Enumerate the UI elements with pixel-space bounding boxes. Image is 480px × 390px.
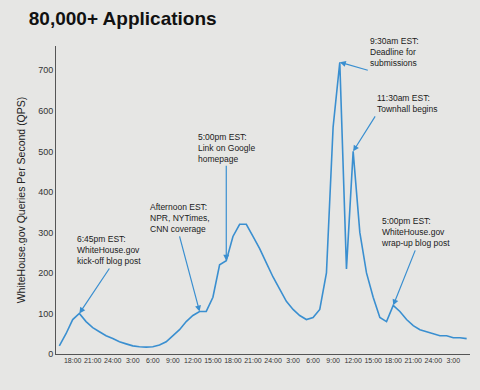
svg-text:Afternoon EST:NPR, NYTimes,CNN: Afternoon EST:NPR, NYTimes,CNN coverage (150, 202, 210, 234)
svg-text:6:00: 6:00 (146, 357, 160, 364)
svg-text:100: 100 (38, 309, 53, 319)
svg-text:6:00: 6:00 (306, 357, 320, 364)
svg-text:500: 500 (38, 147, 53, 157)
svg-text:12:00: 12:00 (344, 357, 362, 364)
svg-text:9:30am EST:Deadline forsubmiss: 9:30am EST:Deadline forsubmissions (370, 36, 419, 68)
svg-text:3:00: 3:00 (286, 357, 300, 364)
svg-text:18:00: 18:00 (384, 357, 402, 364)
svg-text:700: 700 (38, 65, 53, 75)
svg-text:24:00: 24:00 (104, 357, 122, 364)
svg-text:24:00: 24:00 (425, 357, 443, 364)
svg-text:3:00: 3:00 (446, 357, 460, 364)
svg-text:12:00: 12:00 (184, 357, 202, 364)
svg-text:0: 0 (48, 349, 53, 359)
svg-text:WhiteHouse.gov Queries Per Sec: WhiteHouse.gov Queries Per Second (QPS) (15, 97, 27, 304)
svg-text:15:00: 15:00 (204, 357, 222, 364)
svg-text:80,000+ Applications: 80,000+ Applications (29, 8, 217, 29)
svg-text:300: 300 (38, 228, 53, 238)
svg-text:3:00: 3:00 (126, 357, 140, 364)
svg-text:400: 400 (38, 187, 53, 197)
svg-text:21:00: 21:00 (404, 357, 422, 364)
svg-text:15:00: 15:00 (364, 357, 382, 364)
svg-text:200: 200 (38, 268, 53, 278)
svg-text:5:00pm EST:WhiteHouse.govwrap-: 5:00pm EST:WhiteHouse.govwrap-up blog po… (381, 216, 450, 248)
svg-text:600: 600 (38, 106, 53, 116)
svg-text:6:45pm EST:WhiteHouse.govkick-: 6:45pm EST:WhiteHouse.govkick-off blog p… (77, 234, 141, 266)
svg-text:21:00: 21:00 (244, 357, 262, 364)
svg-text:9:00: 9:00 (326, 357, 340, 364)
svg-text:5:00pm EST:Link on Googlehomep: 5:00pm EST:Link on Googlehomepage (198, 132, 255, 164)
svg-text:18:00: 18:00 (224, 357, 242, 364)
svg-text:21:00: 21:00 (84, 357, 102, 364)
svg-text:11:30am EST:Townhall begins: 11:30am EST:Townhall begins (377, 93, 437, 114)
svg-text:18:00: 18:00 (64, 357, 82, 364)
svg-text:9:00: 9:00 (166, 357, 180, 364)
svg-text:24:00: 24:00 (264, 357, 282, 364)
